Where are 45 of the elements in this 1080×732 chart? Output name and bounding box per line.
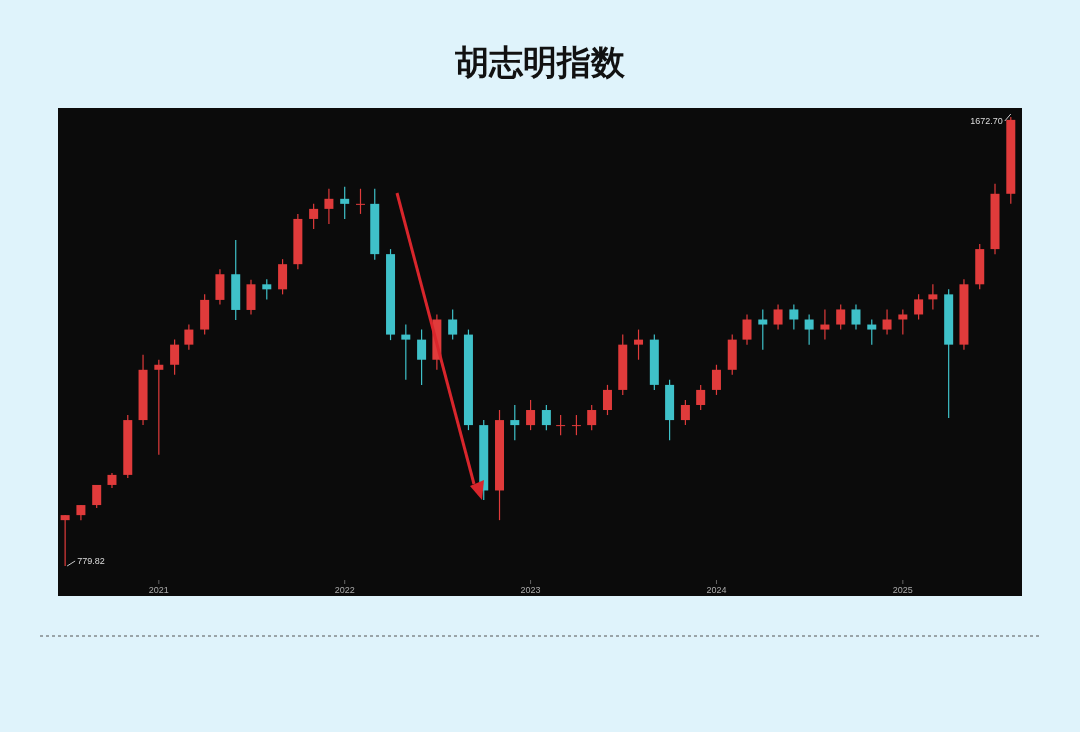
candlestick (820, 308, 830, 341)
x-tick-label: 2023 (520, 585, 541, 595)
annotation: 779.82 (66, 556, 105, 567)
candlestick (789, 303, 799, 331)
candlestick (680, 399, 690, 426)
candlestick (914, 293, 924, 321)
candlestick (882, 308, 892, 336)
candlestick (898, 308, 908, 336)
candlestick (541, 404, 551, 431)
candlestick (355, 188, 365, 215)
candlestick (742, 313, 752, 346)
candlestick (170, 339, 180, 376)
candlestick (309, 203, 319, 230)
candlestick (340, 186, 350, 220)
candlestick (867, 318, 877, 346)
candlestick (634, 328, 644, 361)
candlestick (510, 404, 520, 441)
candlestick (262, 278, 272, 300)
candlestick (587, 404, 597, 431)
candlestick (448, 308, 458, 341)
candlestick (696, 384, 706, 411)
x-tick-label: 2025 (892, 585, 913, 595)
candlestick (324, 188, 334, 225)
candlestick (154, 359, 164, 456)
candlestick (401, 323, 411, 381)
candlestick (602, 384, 612, 416)
annotation: 779.82 (77, 556, 105, 566)
candlestick (417, 328, 427, 386)
x-tick-label: 2024 (706, 585, 727, 595)
candlestick (773, 303, 783, 331)
candlestick (184, 323, 194, 351)
candlestick (711, 364, 721, 396)
candlestick (571, 414, 581, 436)
candlestick (851, 303, 861, 331)
annotation: 1672.70 (970, 113, 1012, 126)
chart-title: 胡志明指数 (454, 42, 626, 82)
candlestick (526, 399, 536, 431)
candlestick (758, 308, 768, 351)
candlestick (836, 303, 846, 331)
x-tick-label: 2021 (148, 585, 169, 595)
annotation: 1672.70 (970, 116, 1003, 126)
candlestick (556, 414, 566, 436)
candlestick (804, 313, 814, 346)
x-tick-label: 2022 (334, 585, 355, 595)
candlestick (928, 283, 938, 311)
